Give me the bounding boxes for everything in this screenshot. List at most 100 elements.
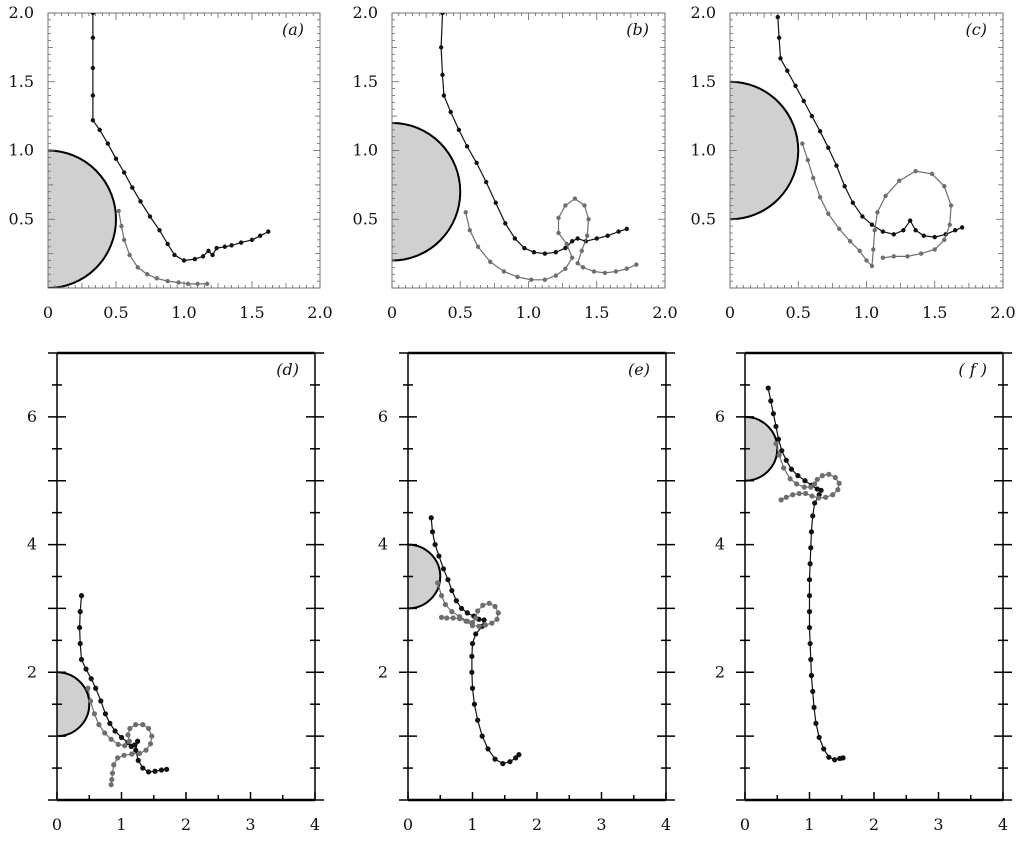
series-point: [78, 641, 83, 646]
series-point: [430, 529, 435, 534]
series-point: [823, 495, 828, 500]
series-point: [439, 615, 444, 620]
series-point: [492, 757, 497, 762]
series-point: [922, 234, 926, 238]
series-point: [933, 235, 937, 239]
x-tick-label: 0: [43, 303, 53, 322]
series-point: [563, 246, 567, 250]
series-point: [881, 256, 885, 260]
series-point: [883, 194, 887, 198]
series-point: [176, 280, 180, 284]
series-point: [580, 249, 584, 253]
y-tick-label: 2: [27, 662, 37, 681]
series-point: [465, 610, 470, 615]
series-point: [119, 224, 123, 228]
series-point: [439, 45, 443, 49]
chart-panel-2: 0 0.5 1.0 1.5 2.0 0.5 1.0 1.5 2.0 (b): [324, 3, 678, 322]
series-point: [848, 239, 852, 243]
series-point: [465, 144, 469, 148]
x-tick-label: 0: [403, 815, 413, 834]
series-point: [115, 755, 120, 760]
series-point: [484, 180, 488, 184]
series-point: [806, 158, 810, 162]
series-point: [103, 711, 108, 716]
x-tick-label: 3: [245, 815, 255, 834]
x-tick-label: 4: [661, 815, 671, 834]
series-point: [457, 616, 462, 621]
chart-panel-3: 0 0.5 1.0 1.5 2.00.51.01.52.0(c): [662, 3, 1016, 322]
series-line-1: [778, 17, 962, 237]
series-point: [492, 604, 497, 609]
series-point: [776, 437, 781, 442]
series-point: [92, 711, 97, 716]
series-point: [573, 196, 577, 200]
series-point: [449, 609, 454, 614]
y-tick-label: 0.5: [9, 209, 34, 228]
series-point: [833, 475, 838, 480]
series-point: [106, 141, 110, 145]
y-tick-label: 4: [378, 535, 388, 554]
series-point: [258, 234, 262, 238]
series-point: [125, 732, 130, 737]
series-point: [480, 603, 485, 608]
series-point: [164, 767, 169, 772]
series-point: [864, 258, 868, 262]
x-tick-label: 1.5: [584, 303, 609, 322]
x-tick-label: 0: [387, 303, 397, 322]
series-point: [802, 478, 807, 483]
series-point: [98, 698, 103, 703]
series-point: [585, 234, 589, 238]
y-tick-label: 6: [27, 407, 37, 426]
series-point: [522, 246, 526, 250]
series-point: [487, 601, 492, 606]
series-point: [91, 66, 95, 70]
series-point: [469, 654, 474, 659]
series-point: [826, 212, 830, 216]
y-tick-label: 1.5: [353, 72, 378, 91]
series-point: [513, 236, 517, 240]
series-point: [892, 254, 896, 258]
y-tick-label: 2: [378, 662, 388, 681]
panel-label: (d): [276, 360, 299, 379]
series-point: [112, 728, 117, 733]
series-point: [127, 726, 132, 731]
series-point: [788, 476, 793, 481]
x-tick-label: 2.0: [990, 303, 1015, 322]
series-point: [781, 465, 786, 470]
series-point: [143, 748, 148, 753]
series-point: [570, 256, 574, 260]
y-tick-label: 2.0: [9, 3, 34, 22]
series-point: [107, 721, 112, 726]
series-point: [186, 282, 190, 286]
series-point: [480, 734, 485, 739]
series-line-1: [441, 13, 627, 254]
series-point: [595, 236, 599, 240]
series-point: [485, 746, 490, 751]
series-point: [777, 36, 781, 40]
series-point: [463, 619, 468, 624]
series-point: [457, 128, 461, 132]
series-point: [443, 602, 448, 607]
x-tick-label: 3: [933, 815, 943, 834]
series-point: [494, 617, 499, 622]
series-point: [826, 755, 831, 760]
y-tick-label: 1.0: [353, 141, 378, 160]
y-tick-label: 0.5: [691, 209, 716, 228]
series-point: [140, 722, 145, 727]
series-point: [826, 146, 830, 150]
series-point: [122, 238, 126, 242]
series-point: [870, 223, 874, 227]
series-line-2: [119, 211, 207, 284]
series-point: [149, 734, 154, 739]
y-tick-label: 1.5: [691, 72, 716, 91]
series-point: [116, 742, 121, 747]
series-point: [813, 721, 818, 726]
series-point: [448, 110, 452, 114]
series-point: [820, 473, 825, 478]
series-point: [811, 176, 815, 180]
series-point: [913, 228, 917, 232]
series-point: [444, 615, 449, 620]
series-point: [603, 271, 607, 275]
series-point: [810, 689, 815, 694]
series-point: [614, 269, 618, 273]
